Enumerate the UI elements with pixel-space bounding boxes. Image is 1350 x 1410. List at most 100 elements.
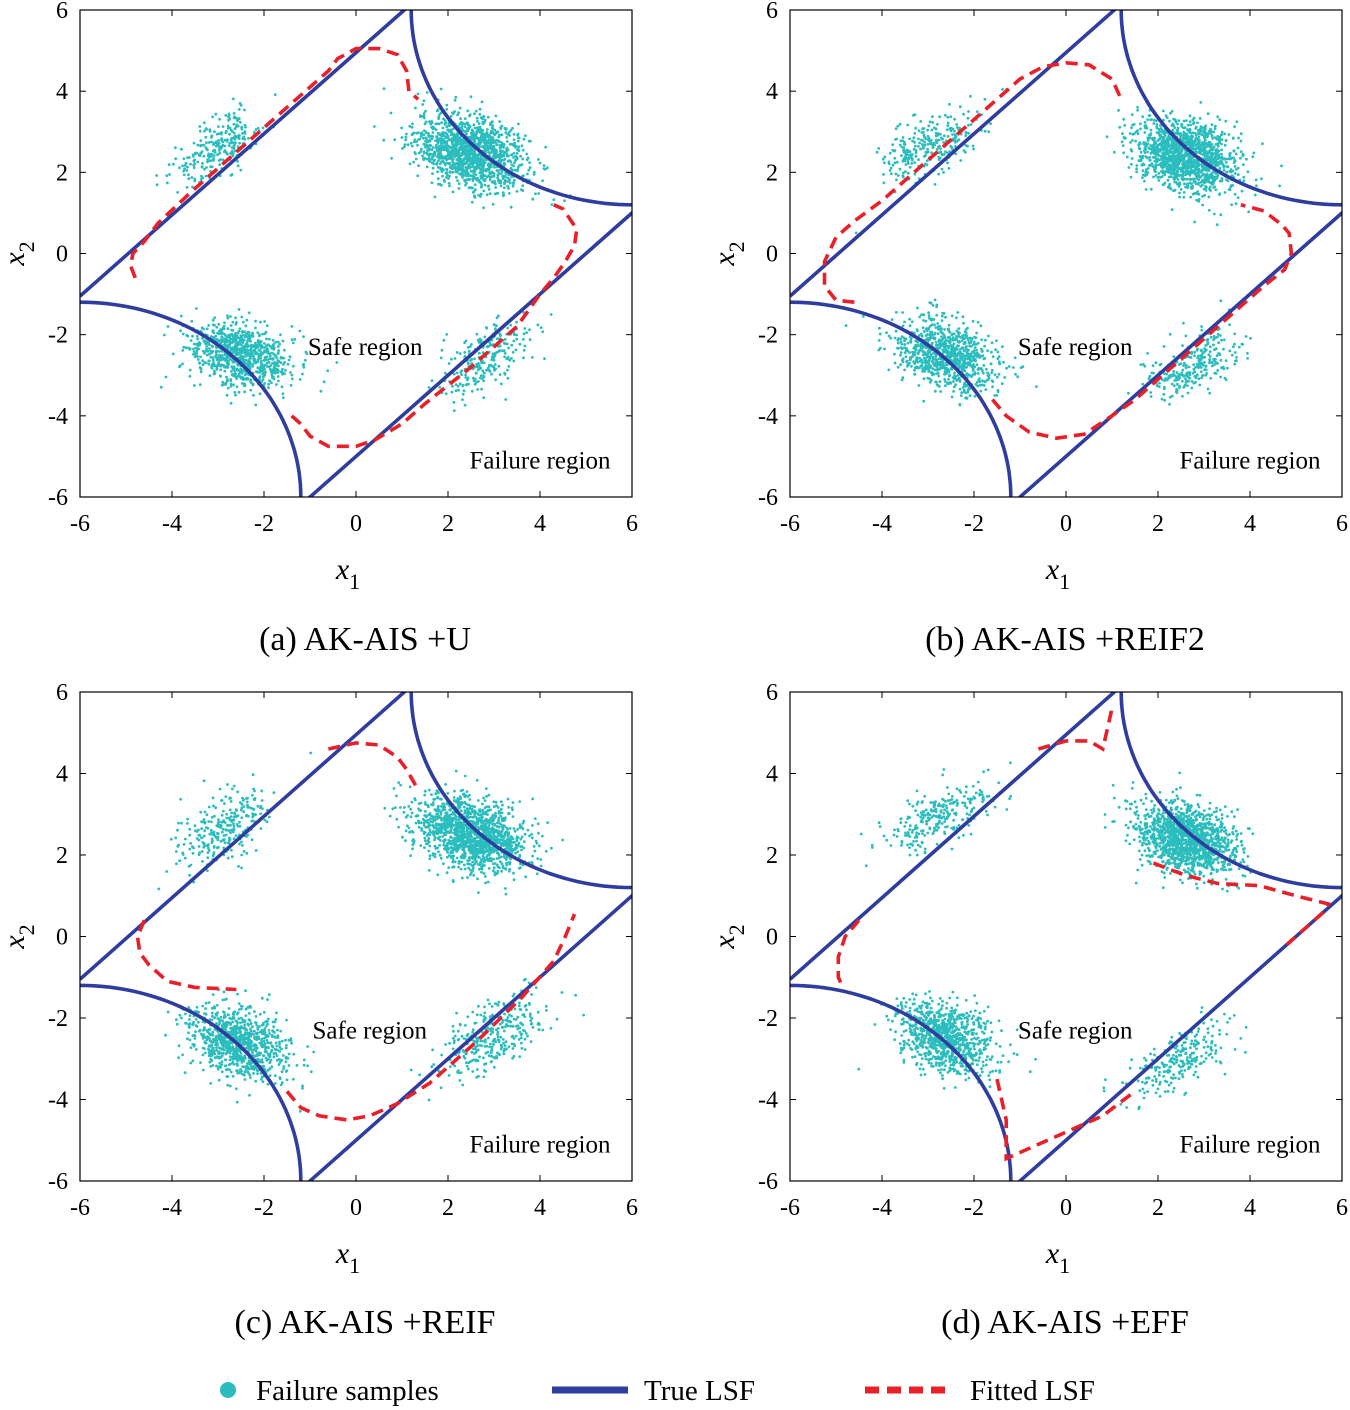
failure-sample-point <box>477 122 481 125</box>
failure-sample-point <box>1144 170 1148 174</box>
failure-sample-point <box>472 161 475 165</box>
failure-sample-point <box>437 145 441 149</box>
failure-sample-point <box>1233 159 1237 163</box>
failure-sample-point <box>1117 109 1120 112</box>
failure-sample-point <box>920 358 924 362</box>
failure-sample-point <box>1236 173 1240 177</box>
failure-sample-point <box>210 366 214 370</box>
failure-sample-point <box>259 340 263 343</box>
failure-sample-point <box>441 126 445 130</box>
failure-sample-point <box>1170 109 1174 113</box>
failure-sample-point <box>1128 132 1132 135</box>
failure-sample-point <box>1129 175 1133 179</box>
failure-sample-point <box>1225 170 1229 174</box>
failure-sample-point <box>1148 158 1152 162</box>
failure-sample-point <box>929 364 932 368</box>
failure-sample-point <box>1174 120 1178 124</box>
failure-sample-point <box>211 350 215 353</box>
failure-sample-point <box>1218 179 1222 183</box>
failure-sample-point <box>445 143 449 147</box>
failure-sample-point <box>456 179 459 183</box>
failure-sample-point <box>422 112 426 115</box>
failure-sample-point <box>237 372 241 376</box>
failure-sample-point <box>1147 114 1151 118</box>
failure-sample-point <box>1222 169 1226 172</box>
failure-sample-point <box>225 151 228 155</box>
failure-sample-point <box>899 353 902 357</box>
failure-sample-point <box>950 395 954 399</box>
failure-sample-point <box>1123 137 1127 140</box>
failure-sample-point <box>186 156 190 160</box>
failure-sample-point <box>973 346 977 349</box>
failure-sample-point <box>265 355 269 359</box>
failure-sample-point <box>203 361 207 364</box>
x-tick-label: 4 <box>534 511 546 537</box>
failure-sample-point <box>927 362 931 366</box>
failure-sample-point <box>435 136 439 140</box>
failure-sample-point <box>1227 188 1231 191</box>
fitted-lsf-segment-1 <box>128 46 420 279</box>
failure-sample-point <box>466 128 470 132</box>
failure-sample-point <box>440 121 443 124</box>
failure-sample-point <box>434 144 438 147</box>
failure-sample-point <box>1207 195 1211 199</box>
failure-sample-point <box>1198 151 1202 155</box>
failure-sample-point <box>228 141 232 145</box>
failure-sample-point <box>232 131 236 135</box>
failure-sample-point <box>243 384 247 387</box>
failure-sample-point <box>1216 138 1220 141</box>
failure-sample-point <box>230 373 234 377</box>
failure-sample-point <box>182 173 186 177</box>
failure-sample-point <box>485 193 489 197</box>
failure-sample-point <box>1230 184 1233 187</box>
failure-sample-point <box>219 358 223 361</box>
failure-sample-point <box>478 157 482 161</box>
failure-sample-point <box>1230 203 1233 207</box>
failure-sample-point <box>1121 132 1124 136</box>
failure-sample-point <box>1246 170 1250 174</box>
failure-sample-point <box>490 180 494 184</box>
failure-sample-point <box>239 370 243 373</box>
failure-sample-point <box>159 385 163 389</box>
failure-sample-point <box>1146 142 1150 146</box>
failure-sample-point <box>523 134 527 138</box>
failure-sample-point <box>233 333 237 337</box>
failure-sample-point <box>211 356 215 359</box>
failure-sample-point <box>194 152 198 156</box>
failure-sample-point <box>453 155 457 159</box>
failure-sample-point <box>165 174 169 178</box>
failure-sample-point <box>1162 151 1165 155</box>
failure-sample-point <box>200 165 204 169</box>
failure-sample-point <box>258 392 262 396</box>
failure-sample-point <box>968 364 972 367</box>
failure-sample-point <box>427 157 431 161</box>
failure-sample-point <box>1163 173 1167 177</box>
failure-sample-point <box>482 374 485 378</box>
failure-sample-point <box>963 355 967 358</box>
failure-sample-point <box>943 377 947 381</box>
failure-sample-point <box>940 327 943 330</box>
failure-sample-point <box>425 91 429 94</box>
failure-sample-point <box>944 384 947 388</box>
failure-sample-point <box>1207 208 1211 212</box>
failure-sample-point <box>528 328 531 332</box>
failure-sample-point <box>1209 172 1213 176</box>
failure-sample-point <box>879 346 882 350</box>
failure-sample-point <box>276 340 280 344</box>
failure-sample-point <box>482 174 486 178</box>
failure-sample-point <box>430 126 433 129</box>
failure-sample-point <box>443 119 447 123</box>
failure-sample-point <box>1171 172 1175 176</box>
failure-sample-point <box>1213 185 1216 189</box>
failure-sample-point <box>495 150 499 154</box>
failure-sample-point <box>1174 160 1178 164</box>
x-axis-label-subscript: 1 <box>349 569 360 594</box>
failure-sample-point <box>970 339 973 342</box>
failure-sample-point <box>1252 151 1256 155</box>
failure-sample-point <box>1176 129 1179 132</box>
failure-sample-point <box>215 349 218 353</box>
failure-sample-point <box>212 369 216 373</box>
failure-sample-point <box>233 136 237 139</box>
